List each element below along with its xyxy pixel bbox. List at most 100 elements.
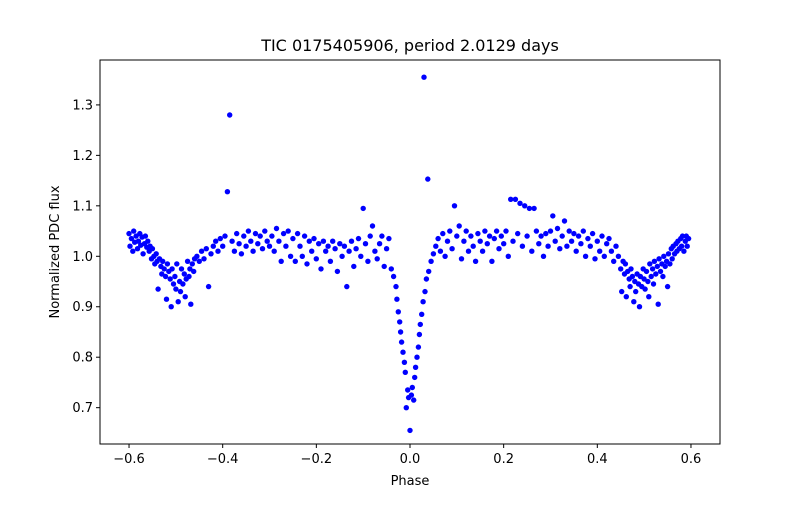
data-point	[159, 271, 165, 277]
data-point	[215, 248, 221, 254]
data-point	[564, 243, 570, 249]
data-point	[408, 392, 415, 398]
data-point	[297, 243, 303, 249]
x-axis-ticks: −0.6 −0.4 −0.2 0.0 0.2 0.4 0.6	[113, 444, 701, 467]
data-point	[662, 263, 668, 270]
data-point	[334, 268, 341, 275]
data-point	[353, 246, 359, 252]
data-point	[421, 74, 427, 80]
data-point	[306, 238, 312, 244]
data-point	[608, 248, 615, 254]
data-point	[182, 294, 188, 300]
data-point	[613, 243, 619, 249]
data-point	[622, 261, 629, 267]
data-point	[656, 256, 662, 262]
data-point	[172, 273, 178, 280]
data-point	[611, 258, 617, 264]
data-point	[575, 233, 582, 239]
data-point	[531, 205, 537, 212]
data-point	[650, 281, 657, 287]
x-tick-label: −0.6	[113, 452, 145, 467]
data-point	[285, 228, 291, 234]
data-point	[292, 258, 298, 264]
data-point	[643, 268, 650, 275]
data-point	[566, 228, 572, 234]
data-point	[142, 233, 149, 239]
data-point	[217, 235, 223, 242]
data-point	[241, 233, 247, 239]
data-point	[252, 230, 259, 237]
y-tick-label: 0.7	[72, 401, 93, 416]
data-point	[422, 288, 428, 295]
data-point	[470, 243, 476, 249]
data-point	[213, 238, 219, 244]
data-point	[224, 189, 231, 195]
data-point	[433, 243, 439, 249]
data-point	[395, 309, 401, 315]
data-point	[128, 235, 135, 242]
data-point	[568, 238, 575, 244]
data-point	[561, 218, 568, 224]
data-point	[205, 283, 212, 290]
data-point	[257, 233, 263, 239]
data-point	[220, 243, 226, 249]
data-point	[194, 253, 200, 259]
data-point	[168, 304, 174, 310]
data-point	[401, 359, 408, 365]
data-point	[645, 278, 651, 285]
data-point	[264, 238, 270, 244]
data-point	[417, 321, 423, 328]
data-point	[323, 248, 329, 254]
data-point	[374, 256, 380, 262]
data-point	[578, 241, 584, 247]
data-point	[573, 248, 579, 254]
data-point	[163, 296, 170, 302]
y-axis-label: Normalized PDC flux	[48, 185, 63, 318]
data-point	[653, 271, 659, 277]
data-point	[648, 273, 654, 280]
data-point	[255, 241, 261, 247]
data-point	[515, 230, 521, 237]
data-point	[463, 228, 469, 234]
data-point	[198, 248, 205, 254]
data-point	[435, 235, 441, 242]
data-point	[667, 261, 673, 267]
data-point	[641, 276, 647, 282]
data-point	[512, 196, 519, 202]
data-point	[451, 203, 458, 209]
data-points	[126, 74, 692, 434]
data-point	[222, 233, 228, 239]
data-point	[623, 294, 629, 300]
data-point	[189, 261, 195, 267]
data-point	[320, 238, 327, 244]
data-point	[571, 230, 577, 237]
data-point	[259, 246, 266, 252]
data-point	[538, 233, 544, 239]
data-point	[234, 230, 240, 237]
data-point	[174, 261, 180, 267]
data-point	[175, 299, 181, 305]
data-point	[126, 230, 132, 237]
y-tick-label: 0.8	[72, 351, 93, 366]
data-point	[524, 233, 530, 239]
data-point	[665, 251, 672, 257]
data-point	[631, 299, 637, 305]
data-point	[351, 263, 357, 270]
data-point	[628, 266, 634, 272]
data-point	[636, 304, 643, 310]
data-point	[522, 203, 528, 209]
data-point	[403, 405, 409, 411]
data-point	[299, 253, 305, 259]
data-point	[529, 248, 535, 254]
data-point	[311, 235, 317, 242]
data-point	[131, 228, 137, 234]
data-point	[627, 283, 633, 290]
data-point	[140, 251, 146, 257]
data-point	[508, 196, 514, 202]
data-point	[243, 243, 249, 249]
data-point	[414, 354, 420, 360]
data-point	[348, 238, 355, 244]
data-point	[186, 273, 192, 280]
y-tick-label: 1.0	[72, 250, 93, 265]
